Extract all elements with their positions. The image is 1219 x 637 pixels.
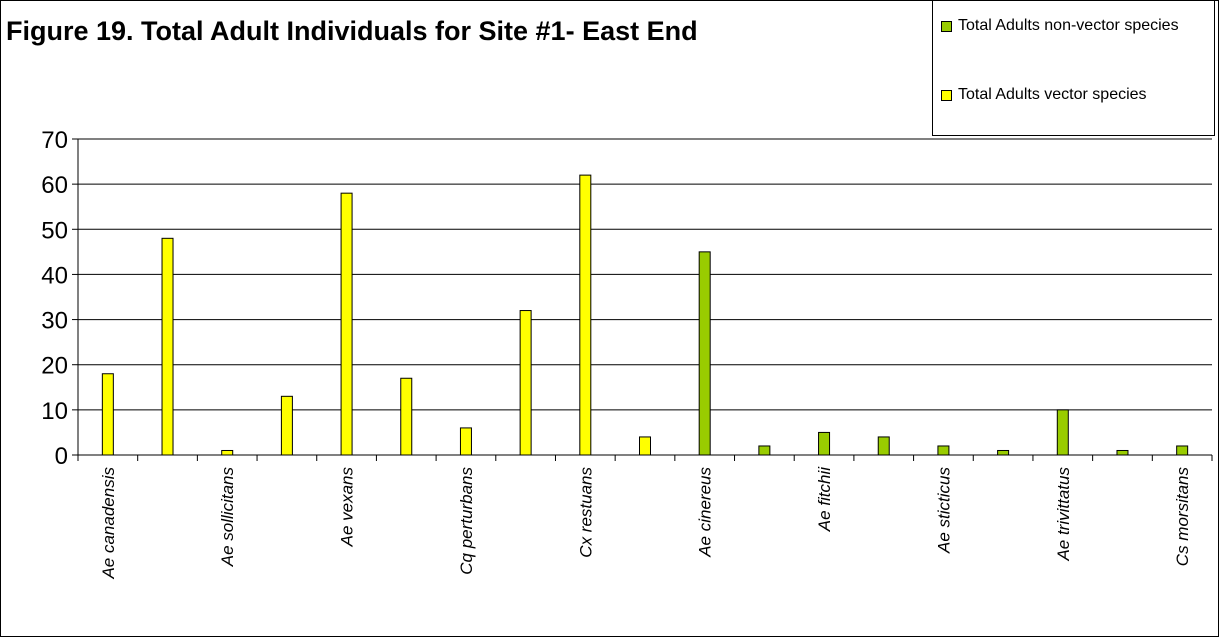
x-category-label-12: Ae fitchii	[815, 466, 834, 532]
x-category-label-8: Cx restuans	[576, 467, 595, 558]
legend-swatch-vector	[941, 90, 952, 101]
x-category-label-14: Ae sticticus	[934, 467, 953, 554]
x-category-label-2: Ae sollicitans	[218, 467, 237, 568]
bar-vector-3	[280, 395, 293, 456]
bar-vector-7	[519, 310, 532, 456]
bar-vector-2	[221, 449, 234, 456]
y-tick-label-70: 70	[41, 127, 68, 154]
bar-vector-9	[639, 436, 651, 456]
bar-vector-5	[400, 377, 413, 456]
bar-non-vector-10	[698, 251, 711, 456]
x-category-label-16: Ae trivittatus	[1054, 467, 1073, 562]
bar-vector-8	[579, 174, 592, 456]
x-category-label-6: Cq perturbans	[457, 467, 476, 575]
y-tick-label-30: 30	[41, 308, 68, 335]
bar-non-vector-14	[937, 445, 950, 456]
legend-label-non-vector: Total Adults non-vector species	[958, 17, 1179, 34]
bar-non-vector-15	[997, 449, 1010, 456]
x-category-label-18: Cs morsitans	[1173, 467, 1192, 567]
x-category-label-0: Ae canadensis	[99, 467, 118, 580]
bar-non-vector-17	[1116, 449, 1129, 456]
bar-vector-0	[101, 373, 114, 456]
x-category-label-10: Ae cinereus	[696, 467, 715, 558]
x-category-label-4: Ae vexans	[338, 467, 357, 548]
y-tick-label-0: 0	[55, 443, 68, 470]
bar-vector-6	[459, 427, 472, 456]
y-tick-label-60: 60	[41, 172, 68, 199]
bar-non-vector-13	[877, 436, 890, 456]
bar-non-vector-16	[1056, 409, 1069, 456]
bar-non-vector-11	[758, 445, 771, 456]
legend-swatch-non-vector	[941, 21, 952, 32]
bar-non-vector-18	[1176, 445, 1189, 456]
chart-legend: Total Adults non-vector species Total Ad…	[932, 0, 1215, 136]
y-tick-label-20: 20	[41, 353, 68, 380]
y-tick-label-40: 40	[41, 262, 68, 289]
y-tick-label-50: 50	[41, 217, 68, 244]
legend-label-vector: Total Adults vector species	[958, 86, 1147, 103]
chart-title: Figure 19. Total Adult Individuals for S…	[6, 16, 698, 46]
bar-vector-1	[161, 237, 174, 456]
bar-non-vector-12	[818, 431, 831, 456]
y-tick-label-10: 10	[41, 398, 68, 425]
bar-vector-4	[340, 192, 353, 456]
